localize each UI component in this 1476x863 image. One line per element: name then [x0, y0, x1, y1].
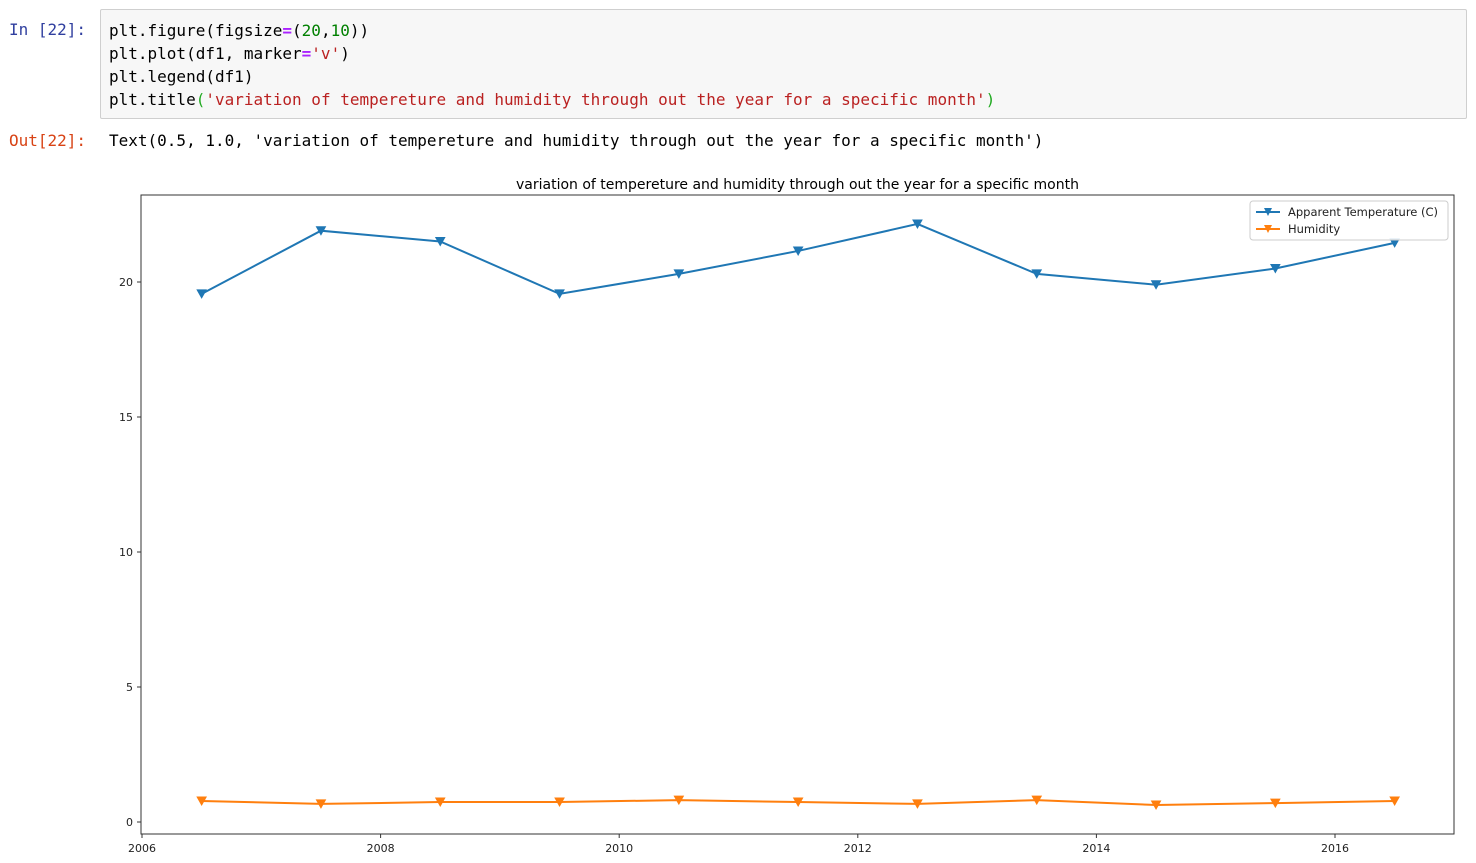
output-text: Text(0.5, 1.0, 'variation of tempereture…: [109, 131, 1044, 150]
triangle-down-marker-icon: [912, 799, 923, 809]
line-chart: variation of tempereture and humidity th…: [119, 177, 1455, 855]
legend-label-0: Apparent Temperature (C): [1288, 205, 1438, 219]
legend-triangle-marker-icon: [1264, 208, 1272, 216]
triangle-down-marker-icon: [196, 289, 208, 299]
triangle-down-marker-icon: [1269, 264, 1281, 274]
y-tick-label: 10: [119, 546, 133, 559]
triangle-down-marker-icon: [673, 269, 685, 279]
triangle-down-marker-icon: [912, 219, 923, 229]
series-line-0: [201, 222, 1395, 295]
axes-frame: [140, 194, 1455, 835]
code-line-2: plt.plot(df1, marker='v'): [109, 44, 350, 63]
triangle-down-marker-icon: [1031, 269, 1043, 279]
triangle-down-marker-icon: [554, 797, 565, 808]
x-tick-label: 2008: [367, 842, 395, 855]
triangle-down-marker-icon: [554, 289, 565, 299]
chart-output: variation of tempereture and humidity th…: [0, 160, 1476, 859]
triangle-down-marker-icon: [792, 246, 804, 256]
x-tick-label: 2016: [1321, 842, 1349, 855]
x-tick-label: 2006: [128, 842, 156, 855]
triangle-down-marker-icon: [1031, 795, 1043, 806]
triangle-down-marker-icon: [434, 797, 446, 808]
output-prompt: Out[22]:: [9, 131, 87, 150]
legend-triangle-marker-icon: [1264, 225, 1272, 233]
input-prompt: In [22]:: [9, 20, 87, 39]
x-tick-label: 2014: [1082, 842, 1110, 855]
legend-label-1: Humidity: [1288, 222, 1340, 236]
y-tick-label: 0: [126, 816, 133, 829]
code-cell-editor[interactable]: plt.figure(figsize=(20,10)) plt.plot(df1…: [100, 9, 1467, 119]
triangle-down-marker-icon: [1389, 796, 1401, 806]
x-tick-label: 2010: [605, 842, 633, 855]
triangle-down-marker-icon: [315, 226, 327, 236]
x-tick-label: 2012: [844, 842, 872, 855]
y-tick-label: 5: [126, 681, 133, 694]
triangle-down-marker-icon: [315, 799, 327, 809]
y-tick-label: 15: [119, 411, 133, 424]
chart-title: variation of tempereture and humidity th…: [516, 177, 1079, 193]
triangle-down-marker-icon: [792, 797, 804, 808]
triangle-down-marker-icon: [1150, 280, 1162, 290]
triangle-down-marker-icon: [434, 237, 446, 247]
triangle-down-marker-icon: [1150, 800, 1162, 811]
code-line-4: plt.title('variation of tempereture and …: [109, 90, 996, 109]
code-line-1: plt.figure(figsize=(20,10)): [109, 21, 370, 40]
triangle-down-marker-icon: [196, 796, 208, 806]
code-line-3: plt.legend(df1): [109, 67, 254, 86]
y-tick-label: 20: [119, 276, 133, 289]
triangle-down-marker-icon: [1269, 798, 1281, 809]
legend-box: [1249, 200, 1449, 241]
triangle-down-marker-icon: [673, 795, 685, 806]
